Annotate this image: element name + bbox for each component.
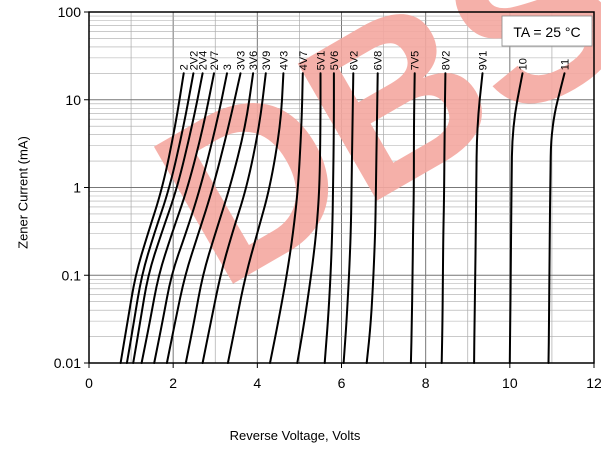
series-curve-11	[547, 72, 566, 364]
series-label-3V3: 3V3	[236, 51, 248, 71]
x-axis-title: Reverse Voltage, Volts	[229, 428, 361, 443]
annotation-background	[501, 15, 593, 47]
x-tick-label: 12	[586, 375, 601, 391]
series-curve-3V3	[165, 72, 242, 364]
x-tick-label: 6	[338, 375, 346, 391]
y-tick-label: 0.1	[62, 267, 82, 283]
series-label-5V1: 5V1	[316, 51, 328, 71]
series-curve-2	[119, 72, 185, 364]
series-label-2V4: 2V4	[198, 51, 210, 71]
x-tick-label: 0	[85, 375, 93, 391]
series-curve-3	[153, 72, 228, 364]
series-curve-2V4	[132, 72, 204, 364]
annotation-box: TA = 25 °C	[501, 15, 593, 47]
y-tick-label: 1	[73, 180, 81, 196]
series-label-4V3: 4V3	[278, 51, 290, 71]
x-tick-label: 10	[502, 375, 518, 391]
temperature-annotation: TA = 25 °C	[513, 24, 580, 40]
series-label-10: 10	[518, 58, 530, 70]
axis-ticks: 0 2 4 6 8 10 12 0.01 0.1 1 10 100	[54, 4, 601, 391]
series-label-2V7: 2V7	[209, 51, 221, 71]
series-curve-6V2	[342, 72, 355, 364]
series-label-2V2: 2V2	[188, 51, 200, 71]
series-curve-5V6	[323, 72, 335, 364]
series-curve-4V7	[269, 72, 304, 364]
series-label-3V6: 3V6	[248, 51, 260, 71]
x-tick-label: 4	[253, 375, 261, 391]
series-curve-3V9	[201, 72, 267, 364]
series-curve-9V1	[473, 72, 484, 364]
series-label-7V5: 7V5	[410, 51, 422, 71]
series-curve-6V8	[365, 72, 379, 364]
series-curve-10	[508, 72, 524, 364]
series-curve-5V1	[296, 72, 322, 364]
series-curve-3V6	[184, 72, 255, 364]
x-tick-label: 2	[169, 375, 177, 391]
y-tick-label: 10	[65, 92, 81, 108]
series-label-3V9: 3V9	[261, 51, 273, 71]
series-label-6V8: 6V8	[373, 51, 385, 71]
series-label-2: 2	[179, 64, 191, 70]
series-label-8V2: 8V2	[440, 51, 452, 71]
y-tick-label: 100	[58, 4, 82, 20]
series-curve-2V2	[125, 72, 195, 364]
y-tick-label: 0.01	[54, 355, 81, 371]
series-label-3: 3	[222, 64, 234, 70]
series-label-11: 11	[560, 59, 572, 70]
series-label-6V2: 6V2	[348, 51, 360, 71]
series-curve-4V3	[226, 72, 285, 364]
series-curve-2V7	[140, 72, 215, 364]
x-tick-label: 8	[422, 375, 430, 391]
series-label-5V6: 5V6	[329, 51, 341, 71]
series-curve-8V2	[440, 72, 447, 364]
series-curve-7V5	[409, 72, 416, 364]
y-axis-title: Zener Current (mA)	[15, 136, 31, 249]
series-label-9V1: 9V1	[478, 51, 490, 71]
series-label-4V7: 4V7	[298, 51, 310, 71]
